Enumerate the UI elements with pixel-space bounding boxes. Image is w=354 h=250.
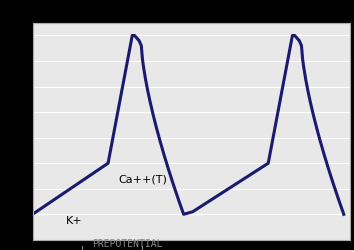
Text: Ca++(T): Ca++(T): [119, 174, 167, 183]
Text: K+: K+: [66, 215, 82, 225]
Title: Pacemaker Action Potential: Pacemaker Action Potential: [51, 4, 331, 22]
Text: PREPOTENTIAL: PREPOTENTIAL: [92, 238, 163, 248]
